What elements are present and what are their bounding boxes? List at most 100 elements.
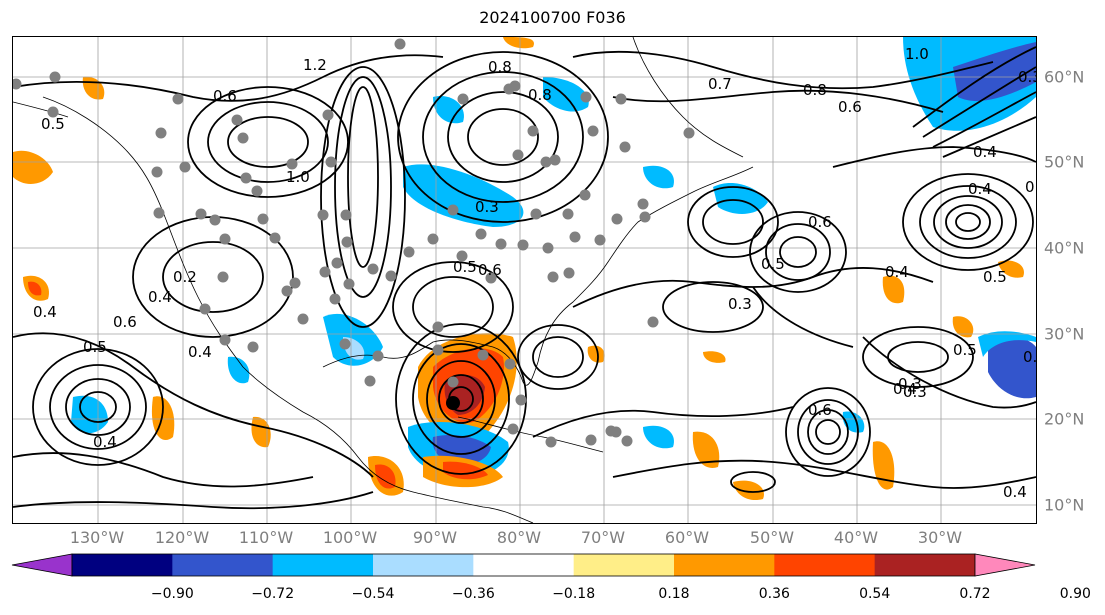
colorbar-segment <box>172 554 274 576</box>
contour-line <box>132 216 294 338</box>
contour-label: 1.0 <box>286 168 310 186</box>
contour-label: 0.3 <box>903 383 927 401</box>
contour-label: 0.2 <box>173 268 197 286</box>
shading-negative-region <box>978 331 1036 357</box>
colorbar-tick-label: 0.36 <box>758 586 790 602</box>
shading-positive-region <box>872 441 895 490</box>
station-dot <box>512 149 524 161</box>
station-dot <box>585 434 597 446</box>
contour-label: 0.3 <box>728 295 752 313</box>
contour-line <box>187 86 349 198</box>
contour-label: 0.4 <box>885 263 909 281</box>
colorbar-tick-label: 0.54 <box>859 586 891 602</box>
shading-positive-region <box>375 464 396 489</box>
station-dot <box>545 436 557 448</box>
longitude-label: 80°W <box>496 528 542 547</box>
latitude-label: 10°N <box>1044 495 1085 515</box>
contour-line <box>702 199 764 245</box>
contour-line <box>32 348 164 466</box>
contour-line <box>13 54 444 102</box>
contour-label: 0.3 <box>475 198 499 216</box>
contour-line <box>779 236 817 268</box>
contour-layer <box>13 46 1036 510</box>
station-dot <box>257 213 269 225</box>
longitude-label: 90°W <box>412 528 458 547</box>
contour-line <box>922 66 1036 138</box>
station-dot <box>594 234 606 246</box>
coastline <box>457 416 604 453</box>
contour-label: 0.6 <box>838 98 862 116</box>
latitude-label: 50°N <box>1044 152 1085 172</box>
station-dot <box>579 189 591 201</box>
contour-line <box>752 286 854 348</box>
station-dot <box>504 358 516 370</box>
contour-label: 0.6 <box>808 401 832 419</box>
contour-label: 0.5 <box>1025 178 1036 196</box>
station-dots <box>13 38 695 448</box>
contour-label: 0.4 <box>148 288 172 306</box>
station-dot <box>325 156 337 168</box>
coastline <box>632 37 744 158</box>
contour-label: 0.4 <box>893 380 917 398</box>
contour-label: 0.7 <box>708 75 732 93</box>
shading-positive-region <box>998 260 1024 278</box>
station-dot <box>49 71 61 83</box>
station-dot <box>615 93 627 105</box>
contour-label: 0.4 <box>968 180 992 198</box>
station-dot <box>637 198 649 210</box>
longitude-label: 70°W <box>580 528 626 547</box>
contour-line <box>919 185 1017 259</box>
contour-line <box>422 71 584 203</box>
contour-label: 0.4 <box>93 433 117 451</box>
contour-label: 0.6 <box>113 313 137 331</box>
station-dot <box>172 93 184 105</box>
station-dot <box>251 185 263 197</box>
station-dot <box>456 250 468 262</box>
station-dot <box>447 376 459 388</box>
contour-line <box>902 173 1034 271</box>
station-dot <box>47 106 59 118</box>
shading-positive-region <box>28 281 42 296</box>
station-dot <box>364 375 376 387</box>
station-dot <box>237 132 249 144</box>
station-dot <box>217 271 229 283</box>
shading-positive-region <box>587 345 605 363</box>
colorbar-tick-label: −0.72 <box>251 586 295 602</box>
station-dot <box>195 208 207 220</box>
shading-negative-region <box>643 425 674 449</box>
station-dot <box>611 213 623 225</box>
shading-positive-region <box>692 431 720 468</box>
shading-negative-region <box>403 164 524 227</box>
station-dot <box>549 154 561 166</box>
colorbar-extend-min <box>11 553 73 577</box>
colorbar-tick-label: −0.90 <box>150 586 194 602</box>
shading-positive-region <box>952 316 974 338</box>
longitude-label: 40°W <box>833 528 879 547</box>
contour-label: 0.6 <box>213 87 237 105</box>
station-dot <box>639 211 651 223</box>
station-dot <box>515 394 527 406</box>
colorbar-segment <box>473 554 575 576</box>
station-dot <box>297 313 309 325</box>
station-dot <box>610 426 622 438</box>
station-dot <box>343 278 355 290</box>
contour-line <box>532 406 794 438</box>
contour-label: 0.4 <box>973 143 997 161</box>
latitude-label: 20°N <box>1044 409 1085 429</box>
station-dot <box>179 161 191 173</box>
graticule-grid <box>13 37 1036 523</box>
station-dot <box>542 242 554 254</box>
contour-line <box>227 116 309 168</box>
contour-label: 0.4 <box>188 343 212 361</box>
contour-label: 0.4 <box>33 303 57 321</box>
shading-positive-region <box>882 275 905 304</box>
coastline <box>13 101 69 118</box>
shading-negative-region <box>433 96 464 124</box>
contour-line <box>412 343 510 455</box>
contour-label: 0.5 <box>953 341 977 359</box>
station-dot <box>329 293 341 305</box>
contour-line <box>65 378 131 436</box>
colorbar-segment <box>674 554 775 576</box>
contour-line <box>320 66 406 328</box>
colorbar-segment <box>874 554 976 576</box>
